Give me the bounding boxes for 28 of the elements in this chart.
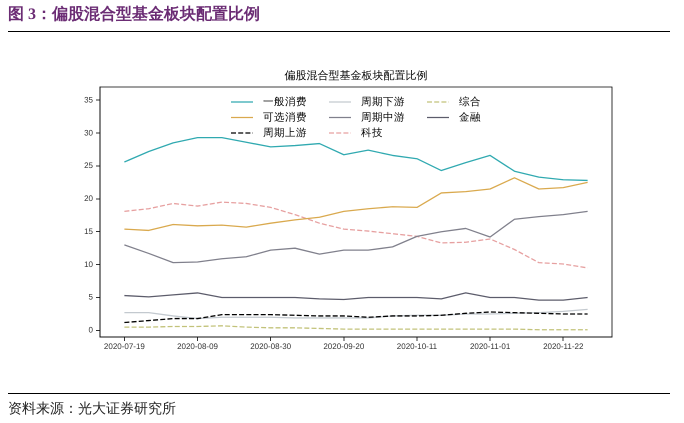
text: 资料来源：光大证券研究所 [8, 400, 176, 418]
legend-label: 一般消费 [263, 94, 307, 108]
y-tick-label: 20 [84, 194, 94, 204]
x-tick-label: 2020-08-30 [250, 342, 292, 352]
chart-subtitle: 偏股混合型基金板块配置比例 [284, 69, 428, 82]
legend-label: 可选消费 [263, 110, 307, 124]
chart-title: 图 3：偏股混合型基金板块配置比例 [8, 4, 260, 25]
x-tick-label: 2020-08-09 [177, 342, 219, 352]
line-series [124, 201, 588, 269]
x-tick-label: 2020-10-11 [396, 342, 438, 352]
legend-label: 科技 [361, 126, 383, 139]
legend-label: 周期上游 [263, 126, 307, 139]
x-tick-label: 2020-11-22 [543, 342, 584, 352]
x-tick-label: 2020-07-19 [104, 342, 146, 352]
legend-label: 周期中游 [361, 110, 405, 124]
y-tick-label: 0 [88, 326, 94, 335]
y-tick-label: 10 [84, 260, 94, 269]
x-tick-label: 2020-09-20 [323, 342, 365, 352]
y-tick-label: 15 [84, 226, 94, 236]
y-tick-label: 5 [88, 292, 94, 302]
legend-label: 周期下游 [361, 96, 405, 108]
legend-label: 综合 [459, 94, 481, 108]
y-tick-label: 30 [84, 128, 94, 138]
line-series [124, 311, 588, 324]
y-tick-label: 25 [84, 161, 94, 170]
x-tick-label: 2020-11-01 [470, 342, 511, 352]
y-tick-label: 35 [84, 95, 94, 104]
legend-label: 金融 [459, 111, 481, 124]
